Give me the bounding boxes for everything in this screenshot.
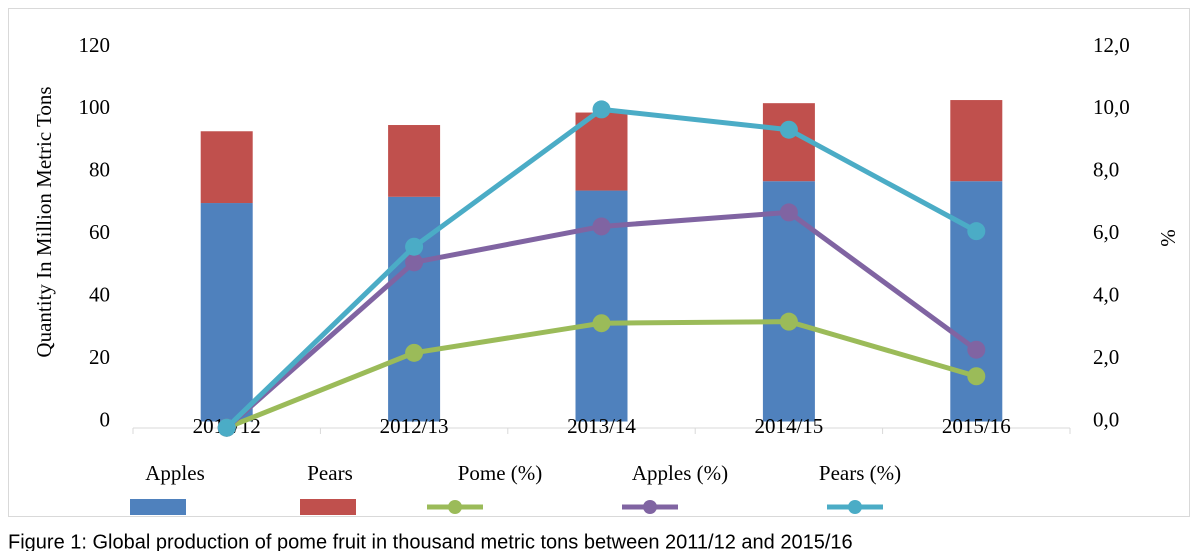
- y2-tick-label: 0,0: [1093, 407, 1119, 431]
- y-tick-label: 40: [89, 282, 110, 306]
- legend-label: Apples (%): [632, 461, 728, 485]
- y2-tick-label: 12,0: [1093, 33, 1130, 57]
- legend-swatch: [300, 499, 356, 515]
- x-tick-label: 2015/16: [942, 414, 1011, 438]
- y2-axis-label: %: [1156, 229, 1180, 247]
- bar: [575, 112, 628, 191]
- line-marker: [592, 217, 611, 236]
- y-tick-label: 120: [79, 33, 111, 57]
- line-marker: [967, 222, 986, 241]
- bar: [388, 125, 441, 197]
- legend-label: Pome (%): [458, 461, 543, 485]
- x-tick-label: 2014/15: [754, 414, 823, 438]
- legend-swatch-marker: [643, 500, 657, 514]
- bar: [950, 181, 1003, 422]
- y-tick-label: 20: [89, 345, 110, 369]
- y-tick-label: 60: [89, 220, 110, 244]
- y2-tick-label: 2,0: [1093, 345, 1119, 369]
- line-marker: [592, 100, 611, 119]
- line-marker: [405, 253, 424, 272]
- line-marker: [779, 312, 798, 331]
- figure-caption: Figure 1: Global production of pome frui…: [8, 531, 853, 551]
- line-marker: [405, 343, 424, 362]
- y2-tick-label: 6,0: [1093, 220, 1119, 244]
- x-tick-label: 2013/14: [567, 414, 636, 438]
- bar: [762, 103, 815, 182]
- legend-swatch-marker: [848, 500, 862, 514]
- legend-label: Pears (%): [819, 461, 901, 485]
- y2-tick-label: 10,0: [1093, 95, 1130, 119]
- y-tick-label: 80: [89, 158, 110, 182]
- bar: [200, 203, 253, 422]
- line-marker: [779, 203, 798, 222]
- legend-swatch-marker: [448, 500, 462, 514]
- line-marker: [405, 237, 424, 256]
- line-marker: [967, 340, 986, 359]
- line-marker: [967, 367, 986, 386]
- y-tick-label: 0: [100, 407, 111, 431]
- line-marker: [217, 418, 236, 437]
- y-axis-label: Quantity In Million Metric Tons: [32, 86, 56, 357]
- line-marker: [592, 314, 611, 333]
- y2-tick-label: 8,0: [1093, 158, 1119, 182]
- legend-label: Pears: [307, 461, 353, 485]
- bar: [200, 131, 253, 204]
- x-tick-label: 2012/13: [380, 414, 449, 438]
- legend-label: Apples: [145, 461, 205, 485]
- y-tick-label: 100: [79, 95, 111, 119]
- legend-swatch: [130, 499, 186, 515]
- y2-tick-label: 4,0: [1093, 282, 1119, 306]
- line-marker: [779, 120, 798, 139]
- bar: [950, 100, 1003, 182]
